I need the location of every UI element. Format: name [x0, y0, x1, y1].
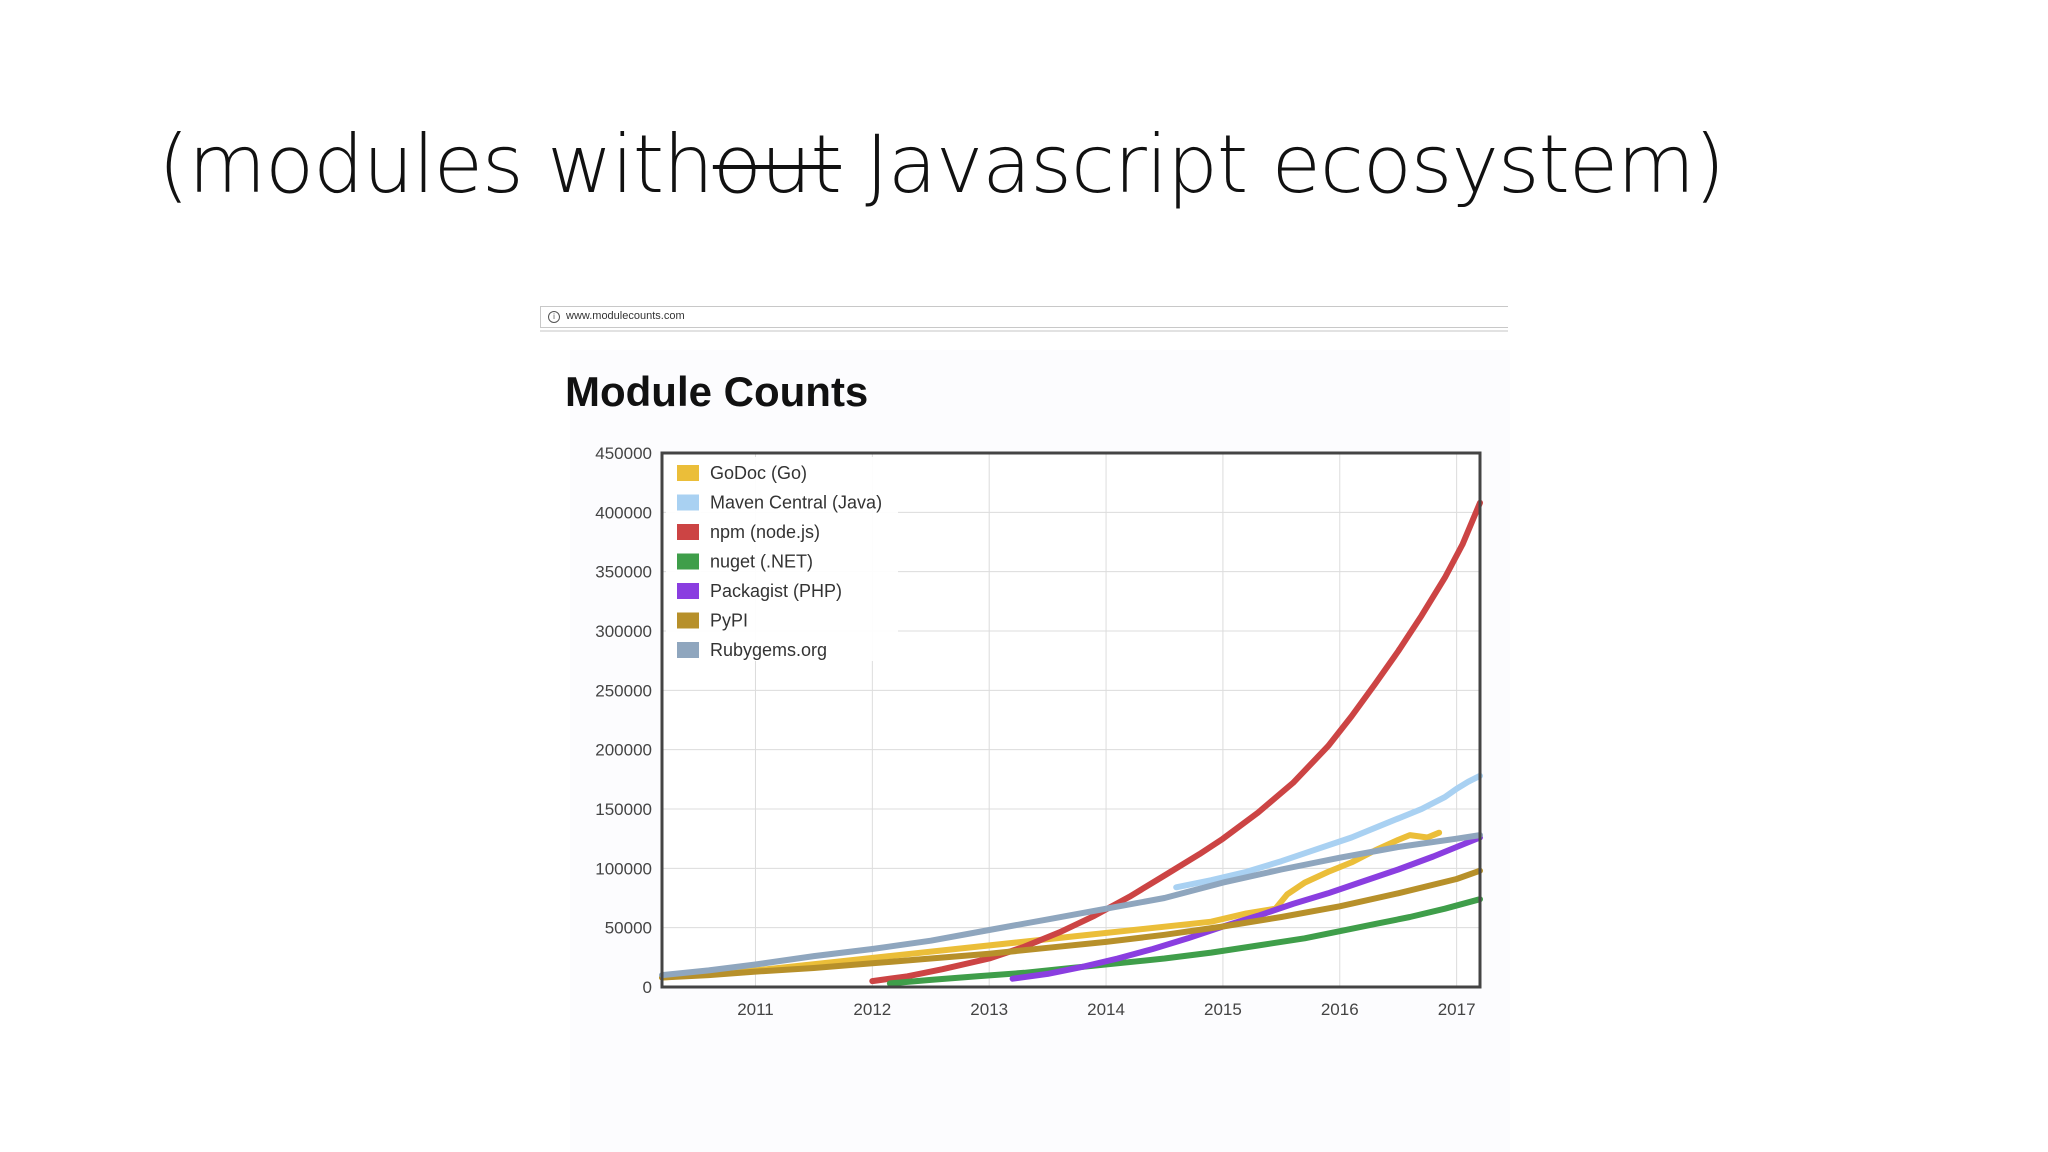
series-line — [1009, 834, 1483, 982]
y-tick-label: 100000 — [595, 859, 652, 878]
series-line — [659, 867, 1483, 981]
y-tick-label: 200000 — [595, 741, 652, 760]
legend-swatch — [675, 610, 701, 631]
title-prefix: (modules with — [158, 118, 714, 211]
info-icon: i — [548, 311, 560, 323]
y-tick-label: 350000 — [595, 563, 652, 582]
y-tick-label: 50000 — [605, 919, 652, 938]
legend-label: PyPI — [710, 611, 748, 631]
url-text: www.modulecounts.com — [566, 310, 685, 322]
legend-label: npm (node.js) — [710, 522, 820, 542]
series-line — [659, 832, 1483, 979]
title-suffix: Javascript ecosystem) — [840, 118, 1725, 211]
legend-swatch — [675, 522, 701, 542]
y-tick-label: 400000 — [595, 503, 652, 522]
series-line — [1173, 772, 1483, 891]
x-tick-label: 2011 — [737, 1000, 774, 1019]
legend-label: Rubygems.org — [710, 640, 827, 660]
title-struck-word: out — [712, 118, 842, 211]
legend-label: Packagist (PHP) — [710, 581, 842, 601]
x-tick-label: 2012 — [853, 1000, 891, 1019]
chart-title: Module Counts — [565, 368, 869, 415]
series-line — [659, 829, 1443, 981]
module-counts-chart: 0 50000 100000 150000 200000 250000 300000 3500… — [595, 444, 1483, 1019]
x-tick-label: 2017 — [1438, 1000, 1476, 1019]
address-bar[interactable]: i www.modulecounts.com — [540, 306, 1508, 328]
y-tick-label: 450000 — [595, 444, 652, 463]
slide-title: (modules without Javascript ecosystem) — [158, 118, 1725, 211]
x-tick-label: 2013 — [970, 1000, 1008, 1019]
legend-swatch — [675, 640, 701, 660]
y-tick-label: 150000 — [595, 800, 652, 819]
legend-box — [666, 457, 898, 661]
legend-swatch — [675, 463, 701, 483]
plot-border — [660, 451, 1482, 989]
legend-swatch — [675, 551, 701, 572]
legend-swatch — [675, 492, 701, 513]
x-tick-label: 2015 — [1204, 1000, 1242, 1019]
y-tick-label: 300000 — [595, 622, 652, 641]
legend-label: GoDoc (Go) — [710, 463, 807, 483]
y-tick-label: 0 — [643, 978, 652, 997]
y-tick-label: 250000 — [595, 681, 652, 700]
website-screenshot: i www.modulecounts.com Module Counts 0 50… — [540, 306, 1510, 1152]
legend-label: Maven Central (Java) — [710, 493, 882, 513]
legend-label: nuget (.NET) — [710, 552, 813, 572]
address-bar-divider — [540, 330, 1508, 332]
series-line — [886, 896, 1483, 987]
x-tick-label: 2016 — [1321, 1000, 1359, 1019]
legend-swatch — [675, 581, 701, 601]
x-tick-label: 2014 — [1087, 1000, 1125, 1019]
